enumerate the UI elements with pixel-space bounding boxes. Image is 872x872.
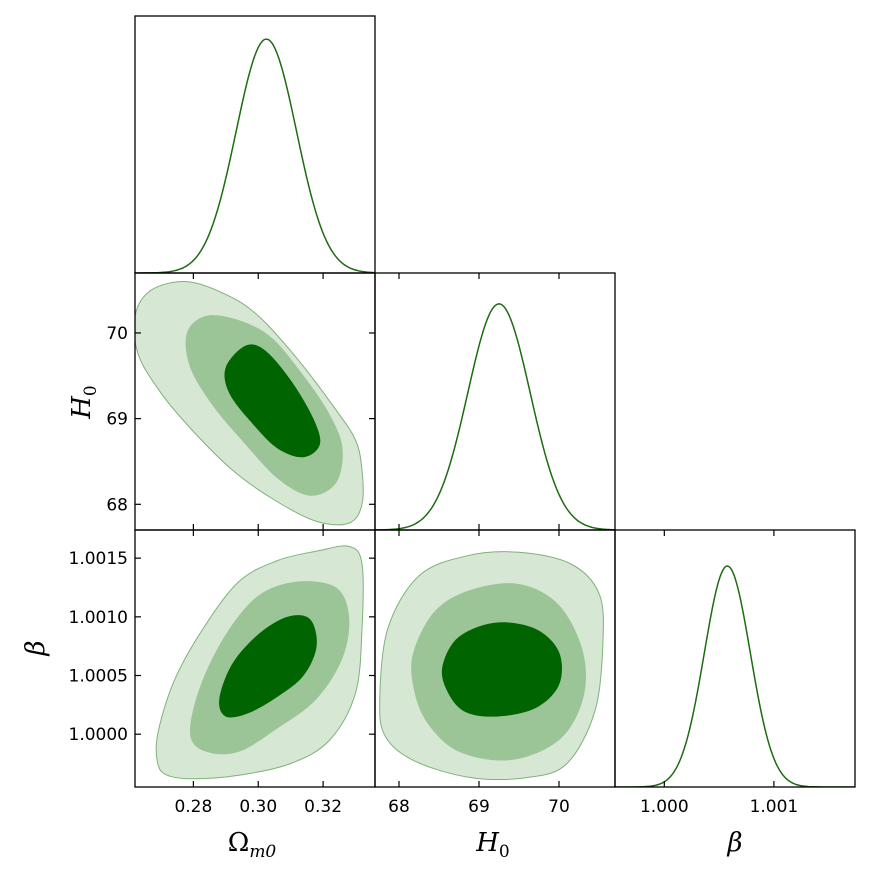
panel-4 — [379, 551, 604, 781]
panel-frame — [374, 272, 616, 531]
y-tick-label: 1.0000 — [69, 725, 128, 745]
y-tick-label: 1.0015 — [69, 549, 128, 569]
marginal-curve — [615, 565, 855, 787]
x-tick-label: 68 — [388, 797, 410, 817]
contour-inner — [441, 622, 562, 717]
y-axis-title-h0: H0 — [67, 385, 101, 420]
x-tick-label: 0.28 — [174, 797, 212, 817]
x-axis-title-beta: β — [726, 828, 742, 858]
panel-2 — [375, 303, 615, 530]
y-tick-label: 70 — [106, 324, 128, 344]
x-tick-label: 1.000 — [640, 797, 689, 817]
panel-0 — [135, 38, 375, 273]
x-tick-label: 0.32 — [304, 797, 342, 817]
y-tick-label: 69 — [106, 410, 128, 430]
panel-5 — [615, 565, 855, 787]
panel-1 — [135, 281, 364, 526]
x-tick-label: 69 — [468, 797, 490, 817]
x-tick-label: 70 — [548, 797, 570, 817]
contour-inner — [224, 344, 321, 458]
x-tick-label: 1.001 — [750, 797, 799, 817]
marginal-curve — [375, 303, 615, 530]
panel-3 — [155, 545, 364, 780]
x-axis-title-h0: H0 — [475, 828, 510, 862]
marginal-curve — [135, 38, 375, 273]
y-tick-label: 68 — [106, 495, 128, 515]
x-axis-title-omega: Ωm0 — [228, 828, 277, 862]
contour-inner — [219, 615, 317, 718]
y-axis-title-beta: β — [21, 640, 51, 656]
panel-frame — [614, 529, 856, 788]
y-tick-label: 1.0010 — [69, 608, 128, 628]
x-tick-label: 0.30 — [239, 797, 277, 817]
y-tick-label: 1.0005 — [69, 667, 128, 687]
